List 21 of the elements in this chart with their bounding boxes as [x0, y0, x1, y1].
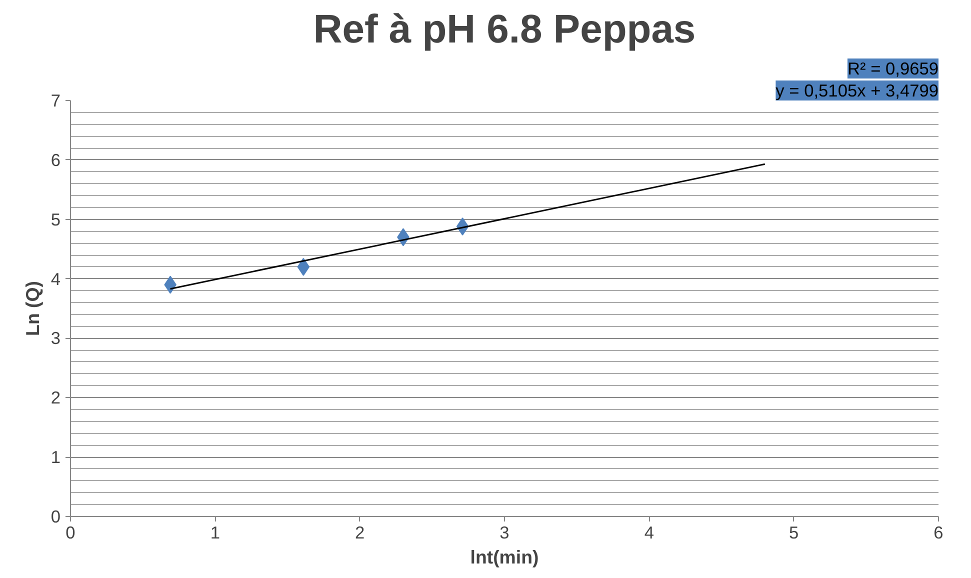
y-tick-label: 1 [50, 447, 61, 468]
y-tick-label: 0 [50, 506, 61, 526]
chart-title: Ref à pH 6.8 Peppas [313, 8, 696, 52]
x-tick-label: 5 [789, 522, 799, 542]
y-tick-label: 5 [50, 209, 61, 230]
x-tick-label: 2 [355, 522, 365, 542]
y-axis-title: Ln (Q) [22, 281, 43, 336]
x-tick-label: 4 [644, 522, 654, 542]
text: R² = 0,9659 [847, 58, 939, 78]
y-tick-label: 6 [50, 150, 61, 170]
point [297, 258, 310, 276]
x-tick-label: 0 [66, 522, 76, 542]
y-tick-label: 3 [50, 328, 61, 348]
x-tick-label: 6 [934, 522, 944, 542]
annotation: y = 0,5105x + 3,4799 [776, 80, 939, 100]
y-tick-label: 2 [50, 388, 61, 408]
x-tick-label: 3 [500, 522, 510, 542]
x-axis-title: lnt(min) [470, 546, 539, 568]
y-tick-label: 4 [50, 268, 61, 289]
x-tick-label: 1 [210, 522, 220, 542]
y-tick-label: 7 [50, 90, 61, 110]
